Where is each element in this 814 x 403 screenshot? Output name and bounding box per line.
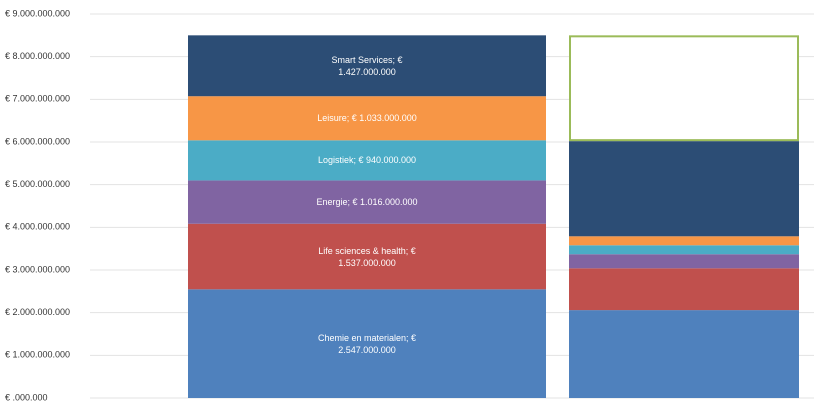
y-tick-label: € 3.000.000.000	[5, 264, 70, 274]
bar-segment	[569, 35, 799, 142]
y-tick-label: € .000.000	[5, 392, 48, 402]
bar-segment	[188, 223, 546, 290]
bar-segment	[188, 289, 546, 398]
data-label: Chemie en materialen; € 2.547.000.000	[317, 332, 417, 355]
data-label: Logistiek; € 940.000.000	[317, 155, 417, 166]
bar-segment	[188, 96, 546, 141]
y-tick-label: € 4.000.000.000	[5, 222, 70, 232]
data-label: Leisure; € 1.033.000.000	[317, 113, 417, 124]
bar-segment	[188, 180, 546, 224]
bar-segment	[188, 140, 546, 181]
y-tick-label: € 6.000.000.000	[5, 136, 70, 146]
bar-segment	[569, 245, 799, 255]
bar-segment	[569, 268, 799, 311]
y-tick-label: € 2.000.000.000	[5, 307, 70, 317]
bar-segment	[569, 254, 799, 269]
y-tick-label: € 9.000.000.000	[5, 8, 70, 18]
y-tick-label: € 5.000.000.000	[5, 179, 70, 189]
data-label: Energie; € 1.016.000.000	[316, 197, 418, 208]
bar-segment	[569, 141, 799, 237]
bar-segment	[569, 236, 799, 246]
y-tick-label: € 7.000.000.000	[5, 94, 70, 104]
y-tick-label: € 1.000.000.000	[5, 350, 70, 360]
y-tick-label: € 8.000.000.000	[5, 51, 70, 61]
data-label: Smart Services; € 1.427.000.000	[331, 54, 403, 77]
data-label: Life sciences & health; € 1.537.000.000	[318, 245, 416, 268]
bar-segment	[569, 310, 799, 398]
bar-segment	[188, 35, 546, 97]
